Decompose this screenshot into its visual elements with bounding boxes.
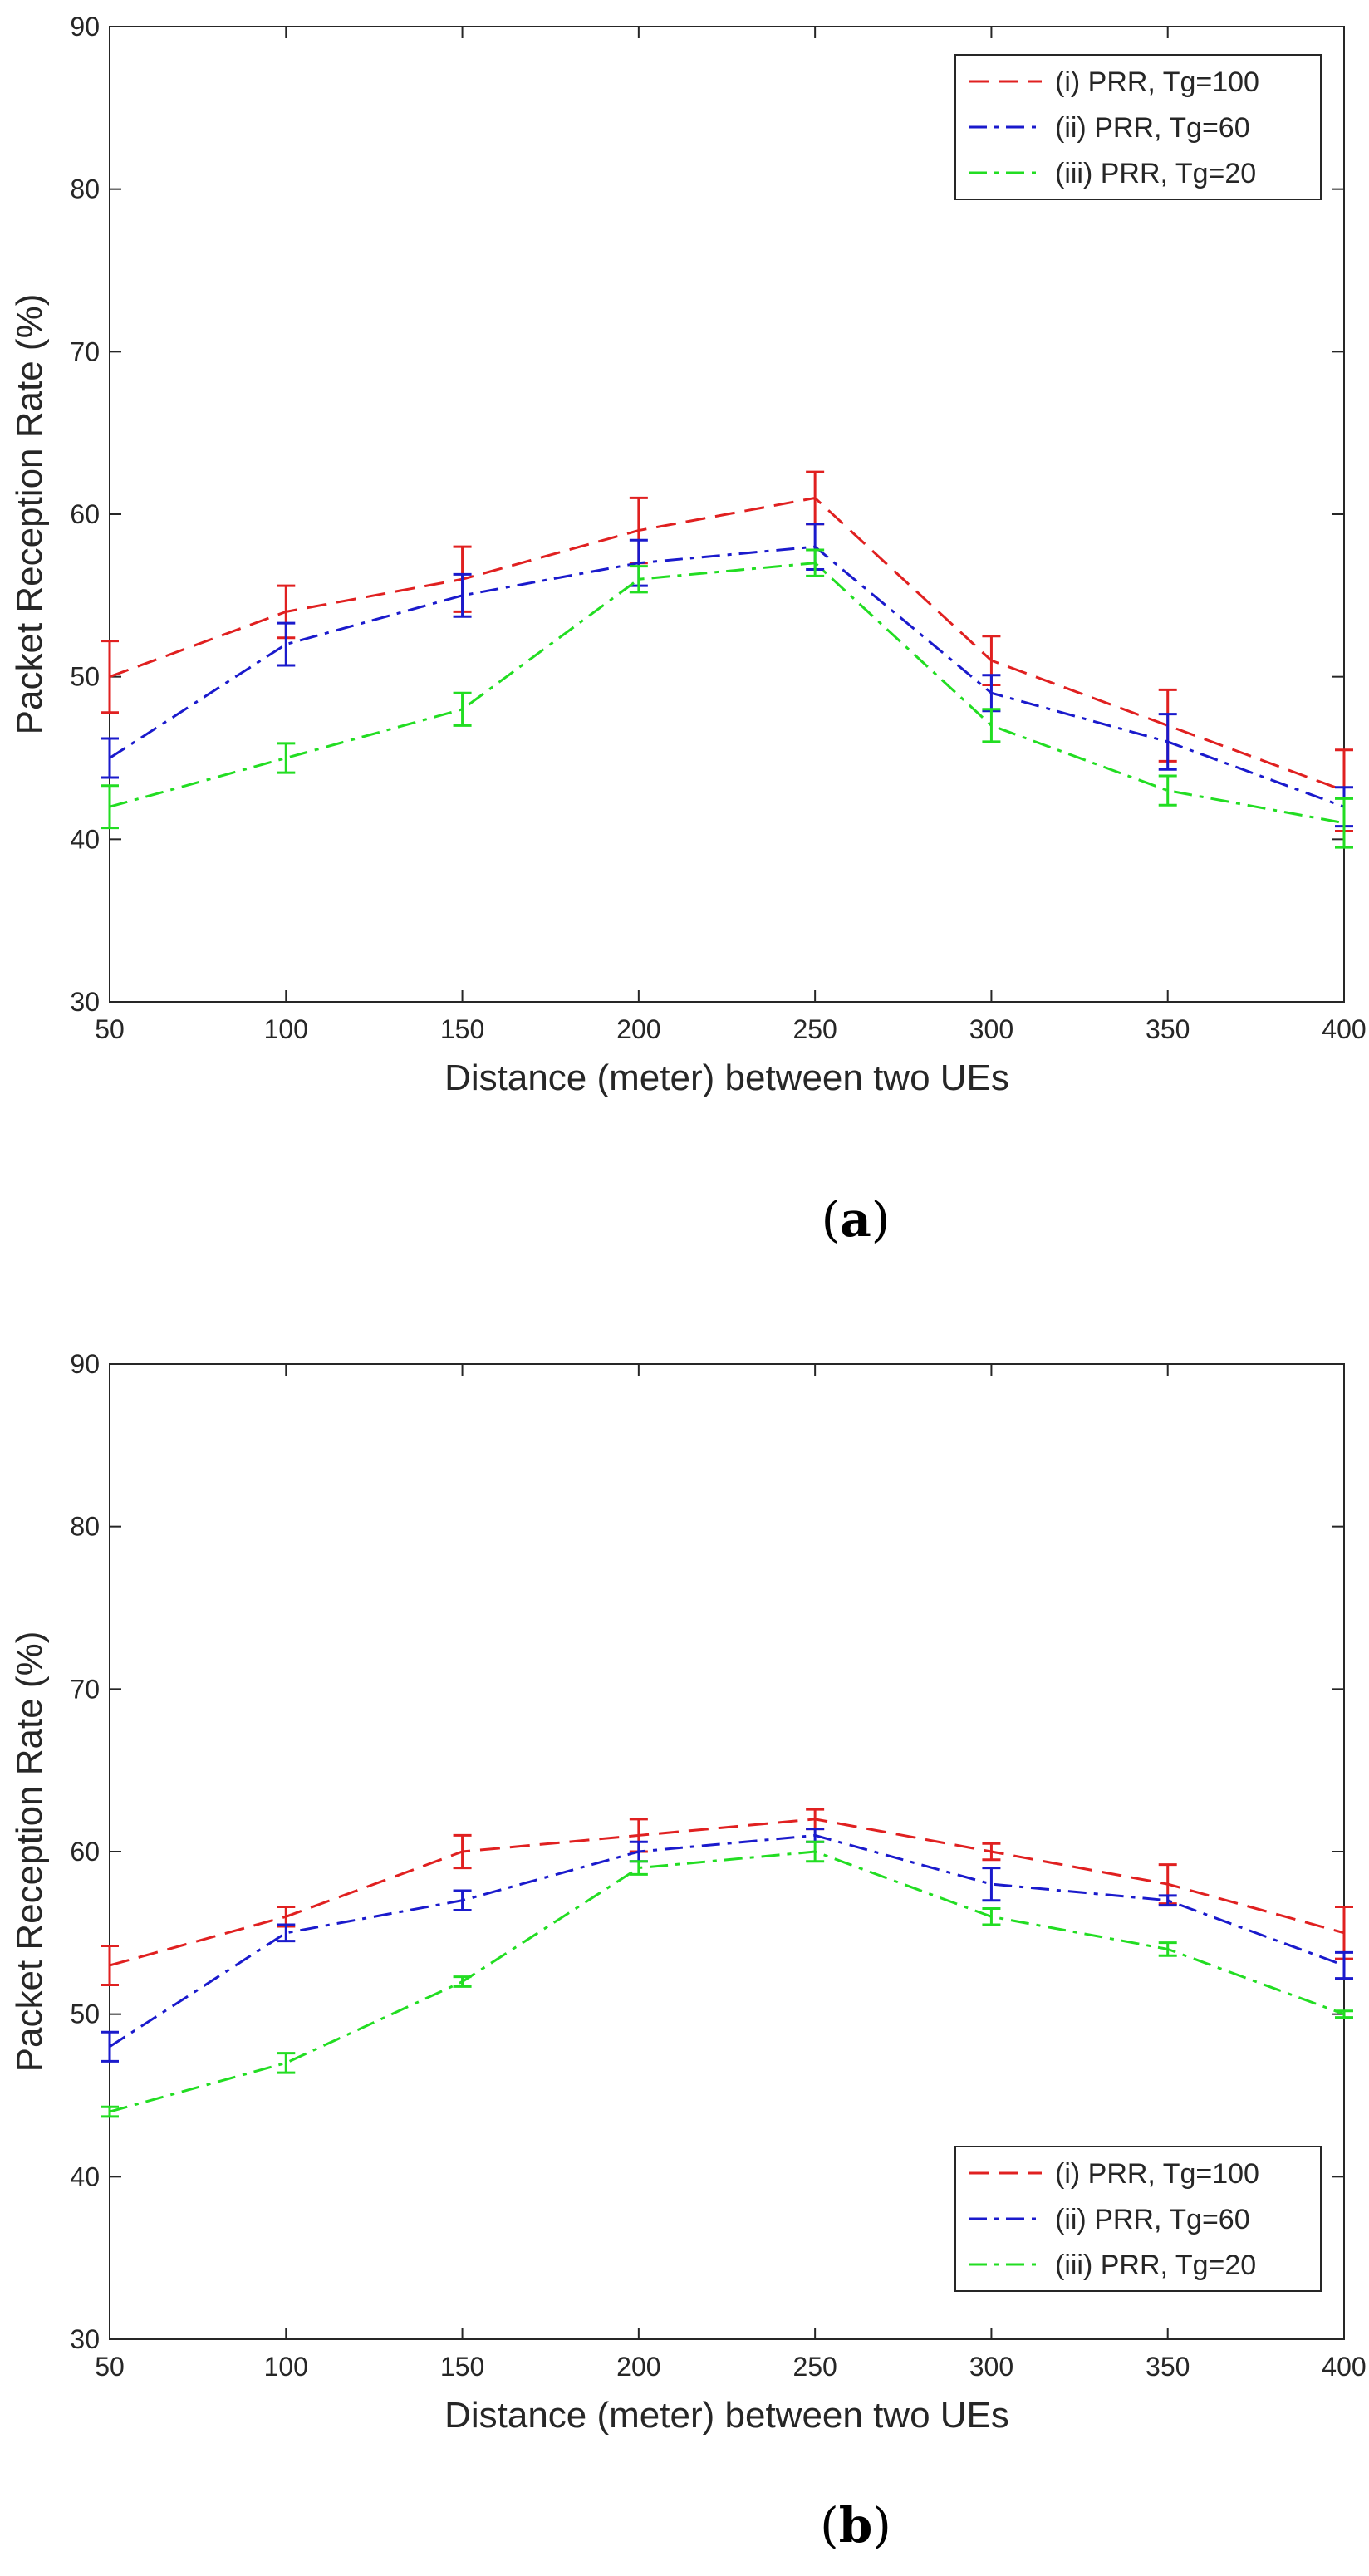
y-tick-label: 60 [70, 499, 100, 529]
panel-caption: (b) [820, 2497, 891, 2554]
x-tick-label: 250 [792, 1014, 837, 1044]
y-tick-label: 50 [70, 1999, 100, 2029]
x-tick-label: 100 [264, 2352, 308, 2382]
x-tick-label: 50 [95, 2352, 125, 2382]
legend-label: (ii) PRR, Tg=60 [1055, 2204, 1250, 2235]
y-tick-label: 30 [70, 987, 100, 1017]
y-tick-label: 70 [70, 336, 100, 366]
x-tick-label: 150 [440, 1014, 484, 1044]
legend-label: (iii) PRR, Tg=20 [1055, 158, 1256, 189]
y-tick-label: 50 [70, 662, 100, 692]
legend: (i) PRR, Tg=100 (ii) PRR, Tg=60 (iii) PRR,… [955, 55, 1321, 199]
y-tick-label: 80 [70, 174, 100, 204]
y-tick-label: 60 [70, 1837, 100, 1867]
x-tick-label: 300 [969, 2352, 1013, 2382]
y-axis-label: Packet Reception Rate (%) [9, 294, 50, 735]
x-tick-label: 300 [969, 1014, 1013, 1044]
y-tick-label: 90 [70, 1349, 100, 1379]
x-tick-label: 350 [1146, 2352, 1190, 2382]
x-tick-label: 100 [264, 1014, 308, 1044]
legend-label: (i) PRR, Tg=100 [1055, 2158, 1259, 2190]
y-axis-label: Packet Reception Rate (%) [9, 1631, 50, 2073]
x-tick-label: 250 [792, 2352, 837, 2382]
x-axis-label: Distance (meter) between two UEs [444, 2395, 1009, 2436]
y-tick-label: 30 [70, 2324, 100, 2354]
x-axis-label: Distance (meter) between two UEs [444, 1057, 1009, 1098]
x-tick-label: 350 [1146, 1014, 1190, 1044]
y-tick-label: 40 [70, 2161, 100, 2191]
x-tick-label: 400 [1322, 2352, 1366, 2382]
legend: (i) PRR, Tg=100 (ii) PRR, Tg=60 (iii) PRR,… [955, 2147, 1321, 2291]
legend-label: (i) PRR, Tg=100 [1055, 66, 1259, 98]
y-tick-label: 40 [70, 824, 100, 854]
x-tick-label: 50 [95, 1014, 125, 1044]
legend-label: (ii) PRR, Tg=60 [1055, 112, 1250, 144]
x-tick-label: 400 [1322, 1014, 1366, 1044]
y-tick-label: 70 [70, 1674, 100, 1704]
legend-label: (iii) PRR, Tg=20 [1055, 2250, 1256, 2281]
x-tick-label: 150 [440, 2352, 484, 2382]
panel-caption: (a) [822, 1191, 891, 1248]
y-tick-label: 80 [70, 1512, 100, 1542]
x-tick-label: 200 [616, 2352, 660, 2382]
y-tick-label: 90 [70, 12, 100, 42]
x-tick-label: 200 [616, 1014, 660, 1044]
